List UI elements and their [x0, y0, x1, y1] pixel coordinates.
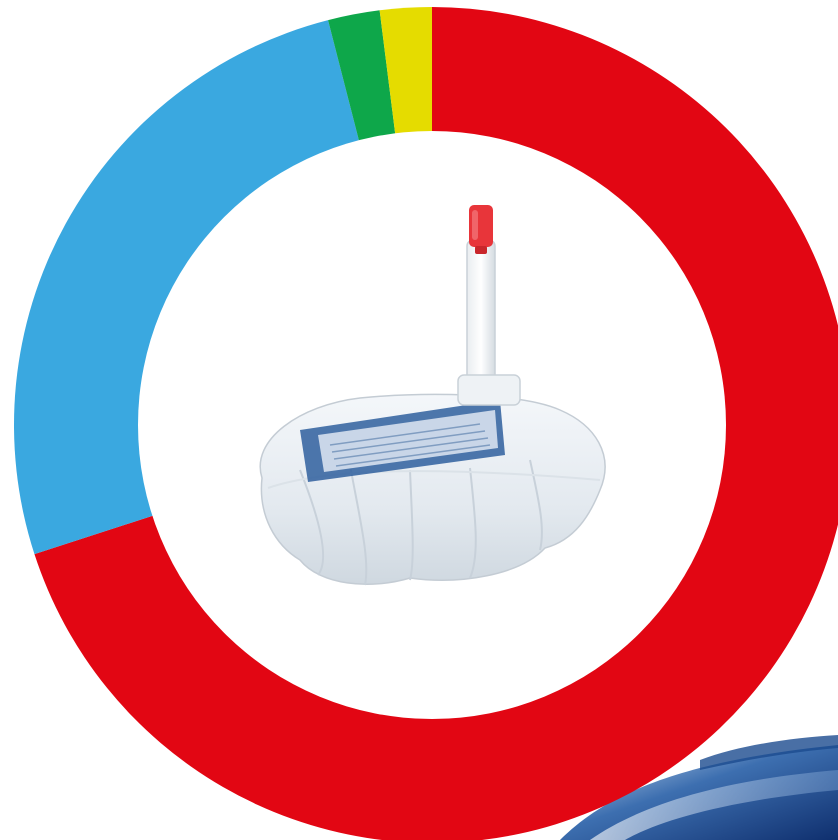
- water-wave-decoration: [560, 735, 838, 840]
- refill-bag-image: [259, 205, 606, 586]
